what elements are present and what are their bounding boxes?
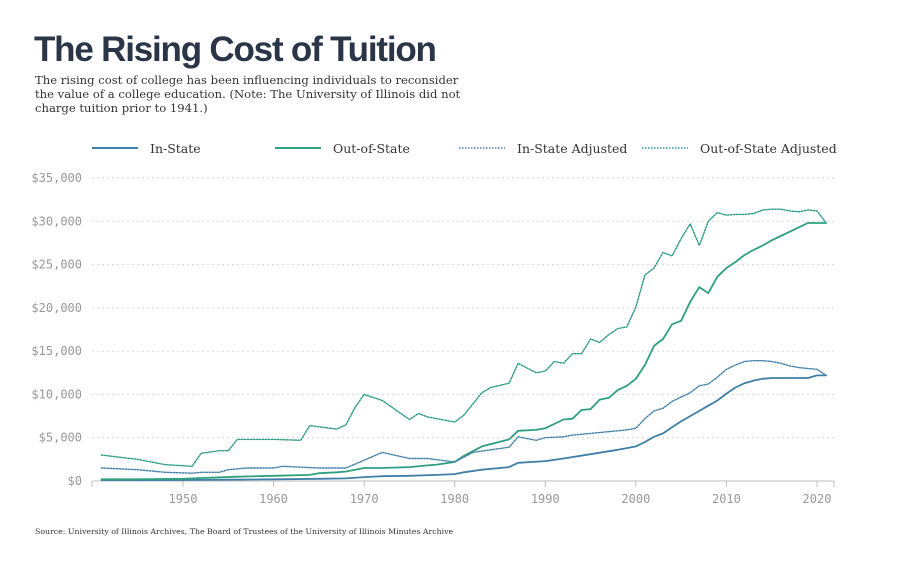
y-tick-label: $15,000: [31, 344, 82, 358]
y-tick-label: $30,000: [31, 214, 82, 228]
x-tick-label: 1970: [350, 492, 379, 506]
source-note: Source: University of Illinois Archives,…: [35, 527, 454, 536]
x-tick-label: 2020: [803, 492, 832, 506]
legend-swatch-in-state: [92, 147, 138, 149]
x-tick-label: 2000: [621, 492, 650, 506]
gridlines: [92, 177, 834, 439]
series-line-in-state-adjusted: [100, 360, 827, 474]
series-lines: [100, 208, 827, 482]
series-line-out-of-state: [100, 222, 827, 481]
x-axis: 1950 1960 1970 1980 1990 2000 2010 2020: [91, 480, 835, 506]
x-tick-label: 1990: [531, 492, 560, 506]
x-tick-label: 2010: [712, 492, 741, 506]
legend-label-out-of-state: Out-of-State: [333, 140, 410, 156]
y-tick-label: $35,000: [31, 171, 82, 185]
x-tick-label: 1950: [169, 492, 198, 506]
chart-title: The Rising Cost of Tuition: [34, 30, 437, 69]
series-line-in-state: [100, 374, 827, 482]
y-tick-label: $20,000: [31, 301, 82, 315]
chart-legend: In-State Out-of-State In-State Adjusted …: [0, 138, 900, 158]
y-tick-label: $0: [68, 474, 82, 488]
chart-subtitle: The rising cost of college has been infl…: [35, 73, 461, 115]
legend-label-in-state-adjusted: In-State Adjusted: [517, 140, 628, 156]
legend-label-in-state: In-State: [150, 140, 201, 156]
y-axis: $0 $5,000 $10,000 $15,000 $20,000 $25,000 $30,…: [31, 171, 82, 488]
legend-item-out-of-state: Out-of-State: [275, 138, 410, 158]
y-tick-label: $25,000: [31, 258, 82, 272]
y-tick-label: $5,000: [39, 431, 82, 445]
legend-swatch-out-of-state: [275, 147, 321, 149]
y-tick-label: $10,000: [31, 387, 82, 401]
x-tick-label: 1960: [259, 492, 288, 506]
legend-item-out-of-state-adjusted: Out-of-State Adjusted: [642, 138, 837, 158]
legend-item-in-state-adjusted: In-State Adjusted: [459, 138, 627, 158]
series-line-out-of-state-adjusted: [100, 208, 827, 467]
legend-label-out-of-state-adjusted: Out-of-State Adjusted: [700, 140, 837, 156]
legend-item-in-state: In-State: [92, 138, 201, 158]
x-tick-label: 1980: [440, 492, 469, 506]
